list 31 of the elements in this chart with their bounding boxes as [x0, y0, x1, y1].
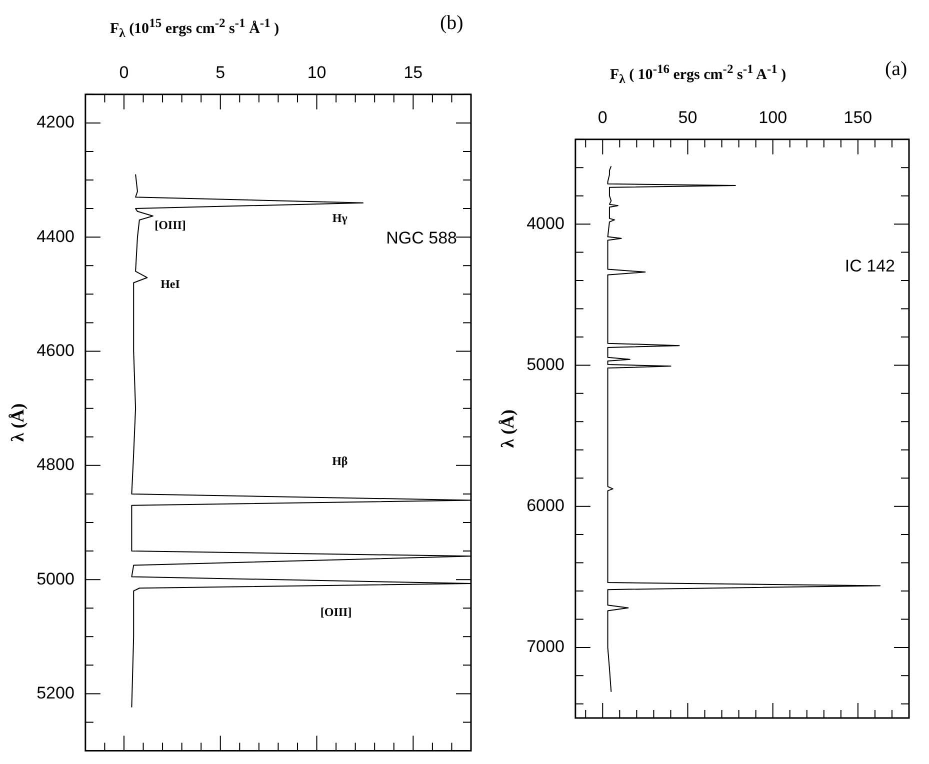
text: F$_{λ}$ (10$^{15}$ ergs cm$^{-2}$ s$^{-1}$ Å$^{-1}$ ): [110, 16, 280, 40]
text: F$_{λ}$ ( 10$^{-16}$ ergs cm$^{-2}$ s$^{-1}$ A$^{-1}$ ): [610, 62, 786, 86]
y-tick-label: 4200: [36, 112, 74, 132]
text: NGC 588: [386, 228, 457, 248]
y-axis-title: λ (Å): [7, 403, 28, 442]
y-tick-label: 6000: [526, 496, 564, 516]
text: (a): [885, 58, 908, 81]
y-tick-label: 5200: [36, 683, 74, 702]
x-tick-label: 10: [307, 62, 326, 82]
x-tick-label: 0: [119, 62, 129, 82]
y-tick-label: 5000: [36, 569, 74, 588]
x-tick-label: 100: [758, 108, 788, 127]
y-axis-title: λ (Å): [497, 410, 518, 448]
x-tick-label: 0: [598, 108, 608, 127]
y-tick-label: 5000: [526, 354, 564, 374]
x-tick-label: 50: [678, 108, 698, 127]
x-tick-label: 150: [844, 108, 872, 127]
y-tick-label: 4800: [36, 455, 74, 474]
y-tick-label: 4000: [526, 214, 564, 233]
y-tick-label: 7000: [526, 637, 564, 656]
annotation: Hβ: [332, 454, 348, 468]
text: (b): [440, 12, 464, 35]
x-tick-label: 5: [216, 62, 226, 82]
y-tick-label: 4400: [36, 226, 74, 246]
annotation: [OIII]: [320, 605, 352, 620]
annotation: [OIII]: [154, 218, 186, 232]
text: IC 142: [844, 256, 895, 276]
annotation: Hγ: [332, 211, 348, 226]
y-tick-label: 4600: [36, 340, 74, 360]
annotation: HeI: [160, 276, 180, 291]
x-tick-label: 15: [404, 62, 423, 82]
